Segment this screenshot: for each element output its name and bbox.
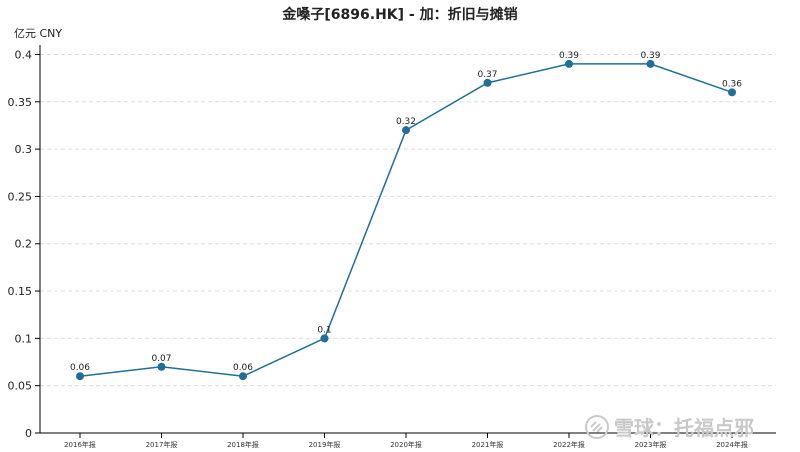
data-point[interactable] [76, 372, 84, 381]
x-tick-label: 2016年报 [64, 440, 96, 449]
y-tick-label: 0.15 [8, 285, 33, 298]
watermark: 雪球：托福点邪 [585, 415, 754, 440]
data-point[interactable] [157, 362, 166, 371]
data-label: 0.36 [722, 79, 742, 89]
x-tick-label: 2018年报 [227, 440, 259, 449]
y-tick-label: 0.1 [15, 332, 33, 345]
data-point[interactable] [483, 78, 492, 87]
data-label: 0.06 [233, 363, 253, 373]
data-label: 0.39 [559, 51, 579, 61]
series-layer [76, 59, 736, 381]
chart-title: 金嗓子[6896.HK] - 加：折旧与摊销 [281, 6, 517, 23]
data-label: 0.32 [396, 117, 416, 127]
x-tick-label: 2024年报 [716, 440, 748, 449]
x-tick-label: 2021年报 [472, 440, 504, 449]
data-point[interactable] [646, 59, 655, 68]
watermark-text: 雪球：托福点邪 [614, 416, 754, 440]
data-label: 0.07 [151, 354, 171, 364]
data-label: 0.37 [477, 70, 497, 80]
y-tick-label: 0.4 [15, 48, 33, 61]
axis-layer [35, 45, 776, 438]
data-point[interactable] [565, 59, 573, 68]
data-label: 0.1 [317, 325, 331, 335]
label-layer: 0 0.05 0.1 0.15 0.2 0.25 0.3 0.35 0.4 2016年报 2017年… [8, 48, 748, 449]
y-tick-label: 0.25 [8, 190, 33, 203]
y-tick-label: 0.3 [15, 143, 33, 156]
data-point[interactable] [320, 334, 329, 343]
data-label: 0.39 [640, 51, 660, 61]
y-tick-label: 0.05 [8, 380, 33, 393]
y-tick-label: 0.2 [15, 238, 33, 251]
x-tick-label: 2023年报 [635, 440, 667, 449]
data-point[interactable] [728, 88, 736, 97]
snowball-logo-icon [585, 415, 609, 439]
y-axis-unit-label: 亿元 CNY [14, 27, 62, 40]
y-tick-label: 0.35 [8, 96, 33, 109]
data-point[interactable] [239, 372, 247, 381]
x-tick-label: 2019年报 [309, 440, 341, 449]
x-tick-label: 2017年报 [146, 440, 178, 449]
series-line [79, 63, 733, 377]
y-tick-label: 0 [25, 427, 32, 440]
data-point[interactable] [402, 126, 410, 135]
data-label: 0.06 [70, 363, 90, 373]
x-tick-label: 2020年报 [390, 440, 422, 449]
x-tick-label: 2022年报 [553, 440, 585, 449]
grid-layer [40, 53, 776, 387]
